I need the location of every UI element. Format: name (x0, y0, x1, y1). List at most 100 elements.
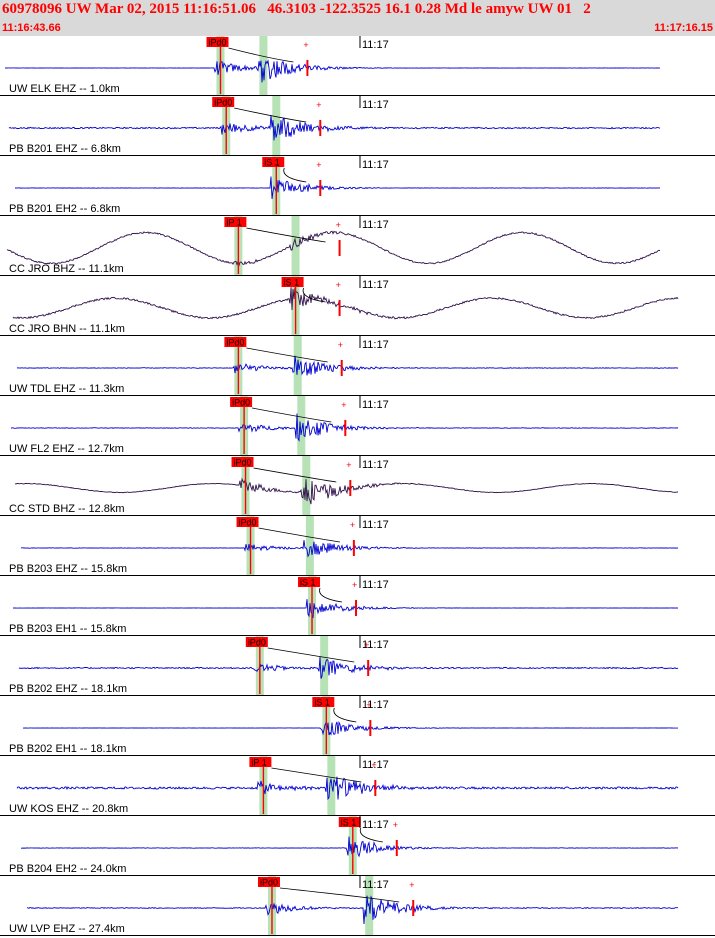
channel-panel: + iPd0 11:17 UW TDL EHZ -- 11.3km (0, 336, 715, 396)
minute-label: 11:17 (362, 219, 389, 231)
pick-label-box (236, 517, 259, 527)
pick-label-box (212, 97, 235, 107)
pick-label-box (230, 397, 253, 407)
arrival-curve (267, 647, 355, 663)
header-bar: 60978096 UW Mar 02, 2015 11:16:51.06 46.… (0, 0, 715, 36)
arrival-curve (319, 587, 343, 603)
channel-label: PB B203 EHZ -- 15.8km (9, 563, 127, 575)
waveform-trace (16, 355, 679, 376)
s-window-band (291, 216, 300, 276)
coda-plus: + (316, 160, 321, 170)
pick-label: iPd0 (239, 518, 257, 528)
waveform-trace (21, 836, 679, 858)
waveform-trace (14, 477, 678, 505)
channel-label: UW KOS EHZ -- 20.8km (9, 803, 128, 815)
pick-label-box (245, 637, 268, 647)
waveform-trace (26, 895, 678, 925)
minute-label: 11:17 (362, 519, 389, 531)
channel-panel: + iPd0 11:17 PB B202 EHZ -- 18.1km (0, 636, 715, 696)
pick-label: iP 1 (226, 218, 241, 228)
channel-label: UW TDL EHZ -- 11.3km (9, 383, 124, 395)
pick-label-box (281, 277, 304, 287)
waveform-trace (23, 720, 678, 736)
pick-label-box (312, 697, 335, 707)
pick-label: iPd0 (232, 398, 250, 408)
s-window-band (320, 636, 329, 696)
channel-label: PB B202 EHZ -- 18.1km (9, 683, 127, 695)
pick-label-box (249, 757, 272, 767)
channel-label: UW LVP EHZ -- 27.4km (9, 923, 125, 935)
s-window-band (259, 36, 268, 96)
pick-label-box (262, 157, 285, 167)
channel-label: PB B201 EH2 -- 6.8km (9, 203, 120, 215)
pick-label-box (206, 37, 229, 47)
coda-plus: + (341, 400, 346, 410)
channel-panel: + iS 1 11:17 PB B201 EH2 -- 6.8km (0, 156, 715, 216)
channel-panel: + iPd0 11:17 UW LVP EHZ -- 27.4km (0, 876, 715, 936)
pick-label: iS 1 (341, 818, 357, 828)
channel-panel: + iPd0 11:17 UW FL2 EHZ -- 12.7km (0, 396, 715, 456)
channel-label: CC JRO BHZ -- 11.1km (9, 263, 124, 275)
minute-label: 11:17 (362, 399, 389, 411)
coda-plus: + (409, 880, 414, 890)
channel-panel: + iPd0 11:17 PB B203 EHZ -- 15.8km (0, 516, 715, 576)
waveform-trace (16, 776, 679, 801)
minute-label: 11:17 (362, 879, 389, 891)
pick-label-box (231, 457, 254, 467)
channel-panel: + iP 1 11:17 UW KOS EHZ -- 20.8km (0, 756, 715, 816)
channel-panel: + iPd0 11:17 CC STD BHZ -- 12.8km (0, 456, 715, 516)
pick-label: iPd0 (209, 38, 227, 48)
minute-label: 11:17 (362, 39, 389, 51)
channel-label: CC STD BHZ -- 12.8km (9, 503, 125, 515)
pick-label-box (338, 817, 361, 827)
coda-plus: + (371, 760, 376, 770)
pick-label: iP 1 (251, 758, 266, 768)
channel-panel: + iS 1 11:17 PB B202 EH1 -- 18.1km (0, 696, 715, 756)
arrival-curve (258, 527, 340, 543)
arrival-curve (359, 827, 383, 843)
arrival-curve (246, 227, 326, 243)
coda-plus: + (393, 820, 398, 830)
minute-label: 11:17 (362, 699, 389, 711)
waveform-trace (14, 176, 661, 199)
pick-label: iS 1 (300, 578, 316, 588)
minute-label: 11:17 (362, 579, 389, 591)
channel-panel: + iS 1 11:17 CC JRO BHN -- 11.1km (0, 276, 715, 336)
pick-label: iS 1 (314, 698, 330, 708)
channel-label: PB B204 EH2 -- 24.0km (9, 863, 126, 875)
event-title: 60978096 UW Mar 02, 2015 11:16:51.06 46.… (2, 1, 591, 17)
channel-panel: + iS 1 11:17 PB B204 EH2 -- 24.0km (0, 816, 715, 876)
waveform-trace (6, 230, 661, 268)
seismogram-plot[interactable]: + iPd0 11:17 UW ELK EHZ -- 1.0km + iPd0 11:17 P… (0, 36, 715, 938)
coda-plus: + (350, 520, 355, 530)
channel-panel: + iP 1 11:17 CC JRO BHZ -- 11.1km (0, 216, 715, 276)
channel-label: UW FL2 EHZ -- 12.7km (9, 443, 124, 455)
pick-label-box (224, 337, 247, 347)
pick-label: iPd0 (226, 338, 244, 348)
coda-plus: + (316, 100, 321, 110)
arrival-curve (234, 107, 307, 123)
minute-label: 11:17 (362, 339, 389, 351)
s-window-band (297, 396, 306, 456)
channel-label: CC JRO BHN -- 11.1km (9, 323, 125, 335)
coda-plus: + (336, 280, 341, 290)
arrival-curve (252, 407, 332, 423)
minute-label: 11:17 (362, 759, 389, 771)
waveform-trace (12, 599, 679, 619)
minute-label: 11:17 (362, 159, 389, 171)
coda-plus: + (346, 460, 351, 470)
s-window-band (305, 516, 314, 576)
minute-label: 11:17 (362, 279, 389, 291)
channel-label: PB B202 EH1 -- 18.1km (9, 743, 126, 755)
channel-label: UW ELK EHZ -- 1.0km (9, 83, 120, 95)
channel-label: PB B203 EH1 -- 15.8km (9, 623, 126, 635)
coda-plus: + (352, 580, 357, 590)
arrival-curve (333, 707, 357, 723)
arrival-curve (271, 767, 362, 783)
minute-label: 11:17 (362, 459, 389, 471)
arrival-curve (246, 347, 328, 363)
pick-label-box (298, 577, 321, 587)
arrival-curve (302, 287, 326, 303)
coda-plus: + (303, 40, 308, 50)
waveform-trace (20, 540, 679, 558)
